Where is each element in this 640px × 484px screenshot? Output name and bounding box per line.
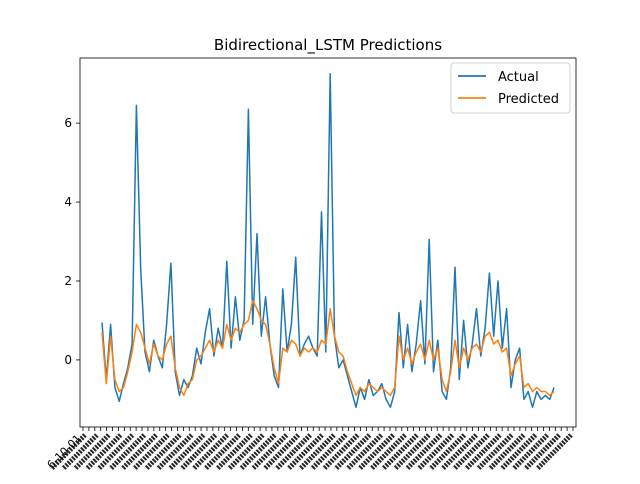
x-tick-label-mark <box>215 433 253 471</box>
x-tick-label-mark <box>238 433 277 471</box>
x-tick-label-mark <box>49 433 87 471</box>
x-tick-label-mark <box>333 433 372 471</box>
x-tick-label-mark <box>440 433 478 471</box>
x-tick-label-mark <box>404 433 443 471</box>
chart-title: Bidirectional_LSTM Predictions <box>214 36 442 55</box>
plot-area <box>101 73 555 409</box>
x-tick-label-mark <box>203 433 241 471</box>
x-tick-label-mark <box>250 433 289 471</box>
x-tick-label-mark <box>227 433 265 471</box>
plot-frame <box>79 57 577 428</box>
x-tick-label-mark <box>464 433 502 471</box>
x-tick-label-mark <box>179 433 218 471</box>
x-tick-label-mark <box>345 433 384 471</box>
x-tick-label-mark <box>286 433 324 471</box>
x-tick-label-mark <box>132 433 170 471</box>
x-tick-label-mark <box>191 433 230 471</box>
x-tick-label-mark <box>167 433 206 471</box>
y-tick-label: 6 <box>64 116 72 130</box>
x-tick-label-mark <box>381 433 419 471</box>
x-tick-label-mark <box>452 433 490 471</box>
x-tick-label-mark <box>274 433 312 471</box>
x-tick-label-mark <box>262 433 301 471</box>
x-tick-label-mark <box>108 433 147 471</box>
x-tick-label-mark <box>61 433 99 471</box>
x-tick-label-mark <box>321 433 360 471</box>
x-axis: 6-10-01 <box>45 427 574 471</box>
x-tick-label-mark <box>535 433 573 471</box>
x-tick-label-mark <box>428 433 467 471</box>
x-tick-label-mark <box>72 433 111 471</box>
x-tick-label-mark <box>392 433 431 471</box>
x-tick-label-mark <box>144 433 182 471</box>
y-tick-label: 4 <box>64 195 72 209</box>
x-tick-label-mark <box>416 433 455 471</box>
legend-label-predicted: Predicted <box>498 92 559 107</box>
x-tick-label-mark <box>369 433 407 471</box>
x-tick-label-mark <box>310 433 348 471</box>
x-tick-label-mark <box>499 433 538 471</box>
y-tick-label: 2 <box>64 274 72 288</box>
y-axis: 0 2 4 6 <box>64 116 80 367</box>
x-tick-label-mark <box>96 433 135 471</box>
x-tick-label-mark <box>487 433 526 471</box>
x-tick-label-mark <box>298 433 336 471</box>
x-tick-label-mark <box>475 433 514 471</box>
x-tick-label-mark <box>511 433 550 471</box>
legend: Actual Predicted <box>450 62 571 114</box>
series-line-actual <box>101 73 555 409</box>
legend-label-actual: Actual <box>498 70 539 85</box>
x-tick-label-mark <box>155 433 194 471</box>
x-tick-label-mark <box>84 433 123 471</box>
x-tick-label-mark <box>523 433 561 471</box>
series-line-predicted <box>101 299 555 397</box>
x-tick-label-mark <box>357 433 395 471</box>
x-tick-label-mark <box>120 433 158 471</box>
y-tick-label: 0 <box>64 353 72 367</box>
